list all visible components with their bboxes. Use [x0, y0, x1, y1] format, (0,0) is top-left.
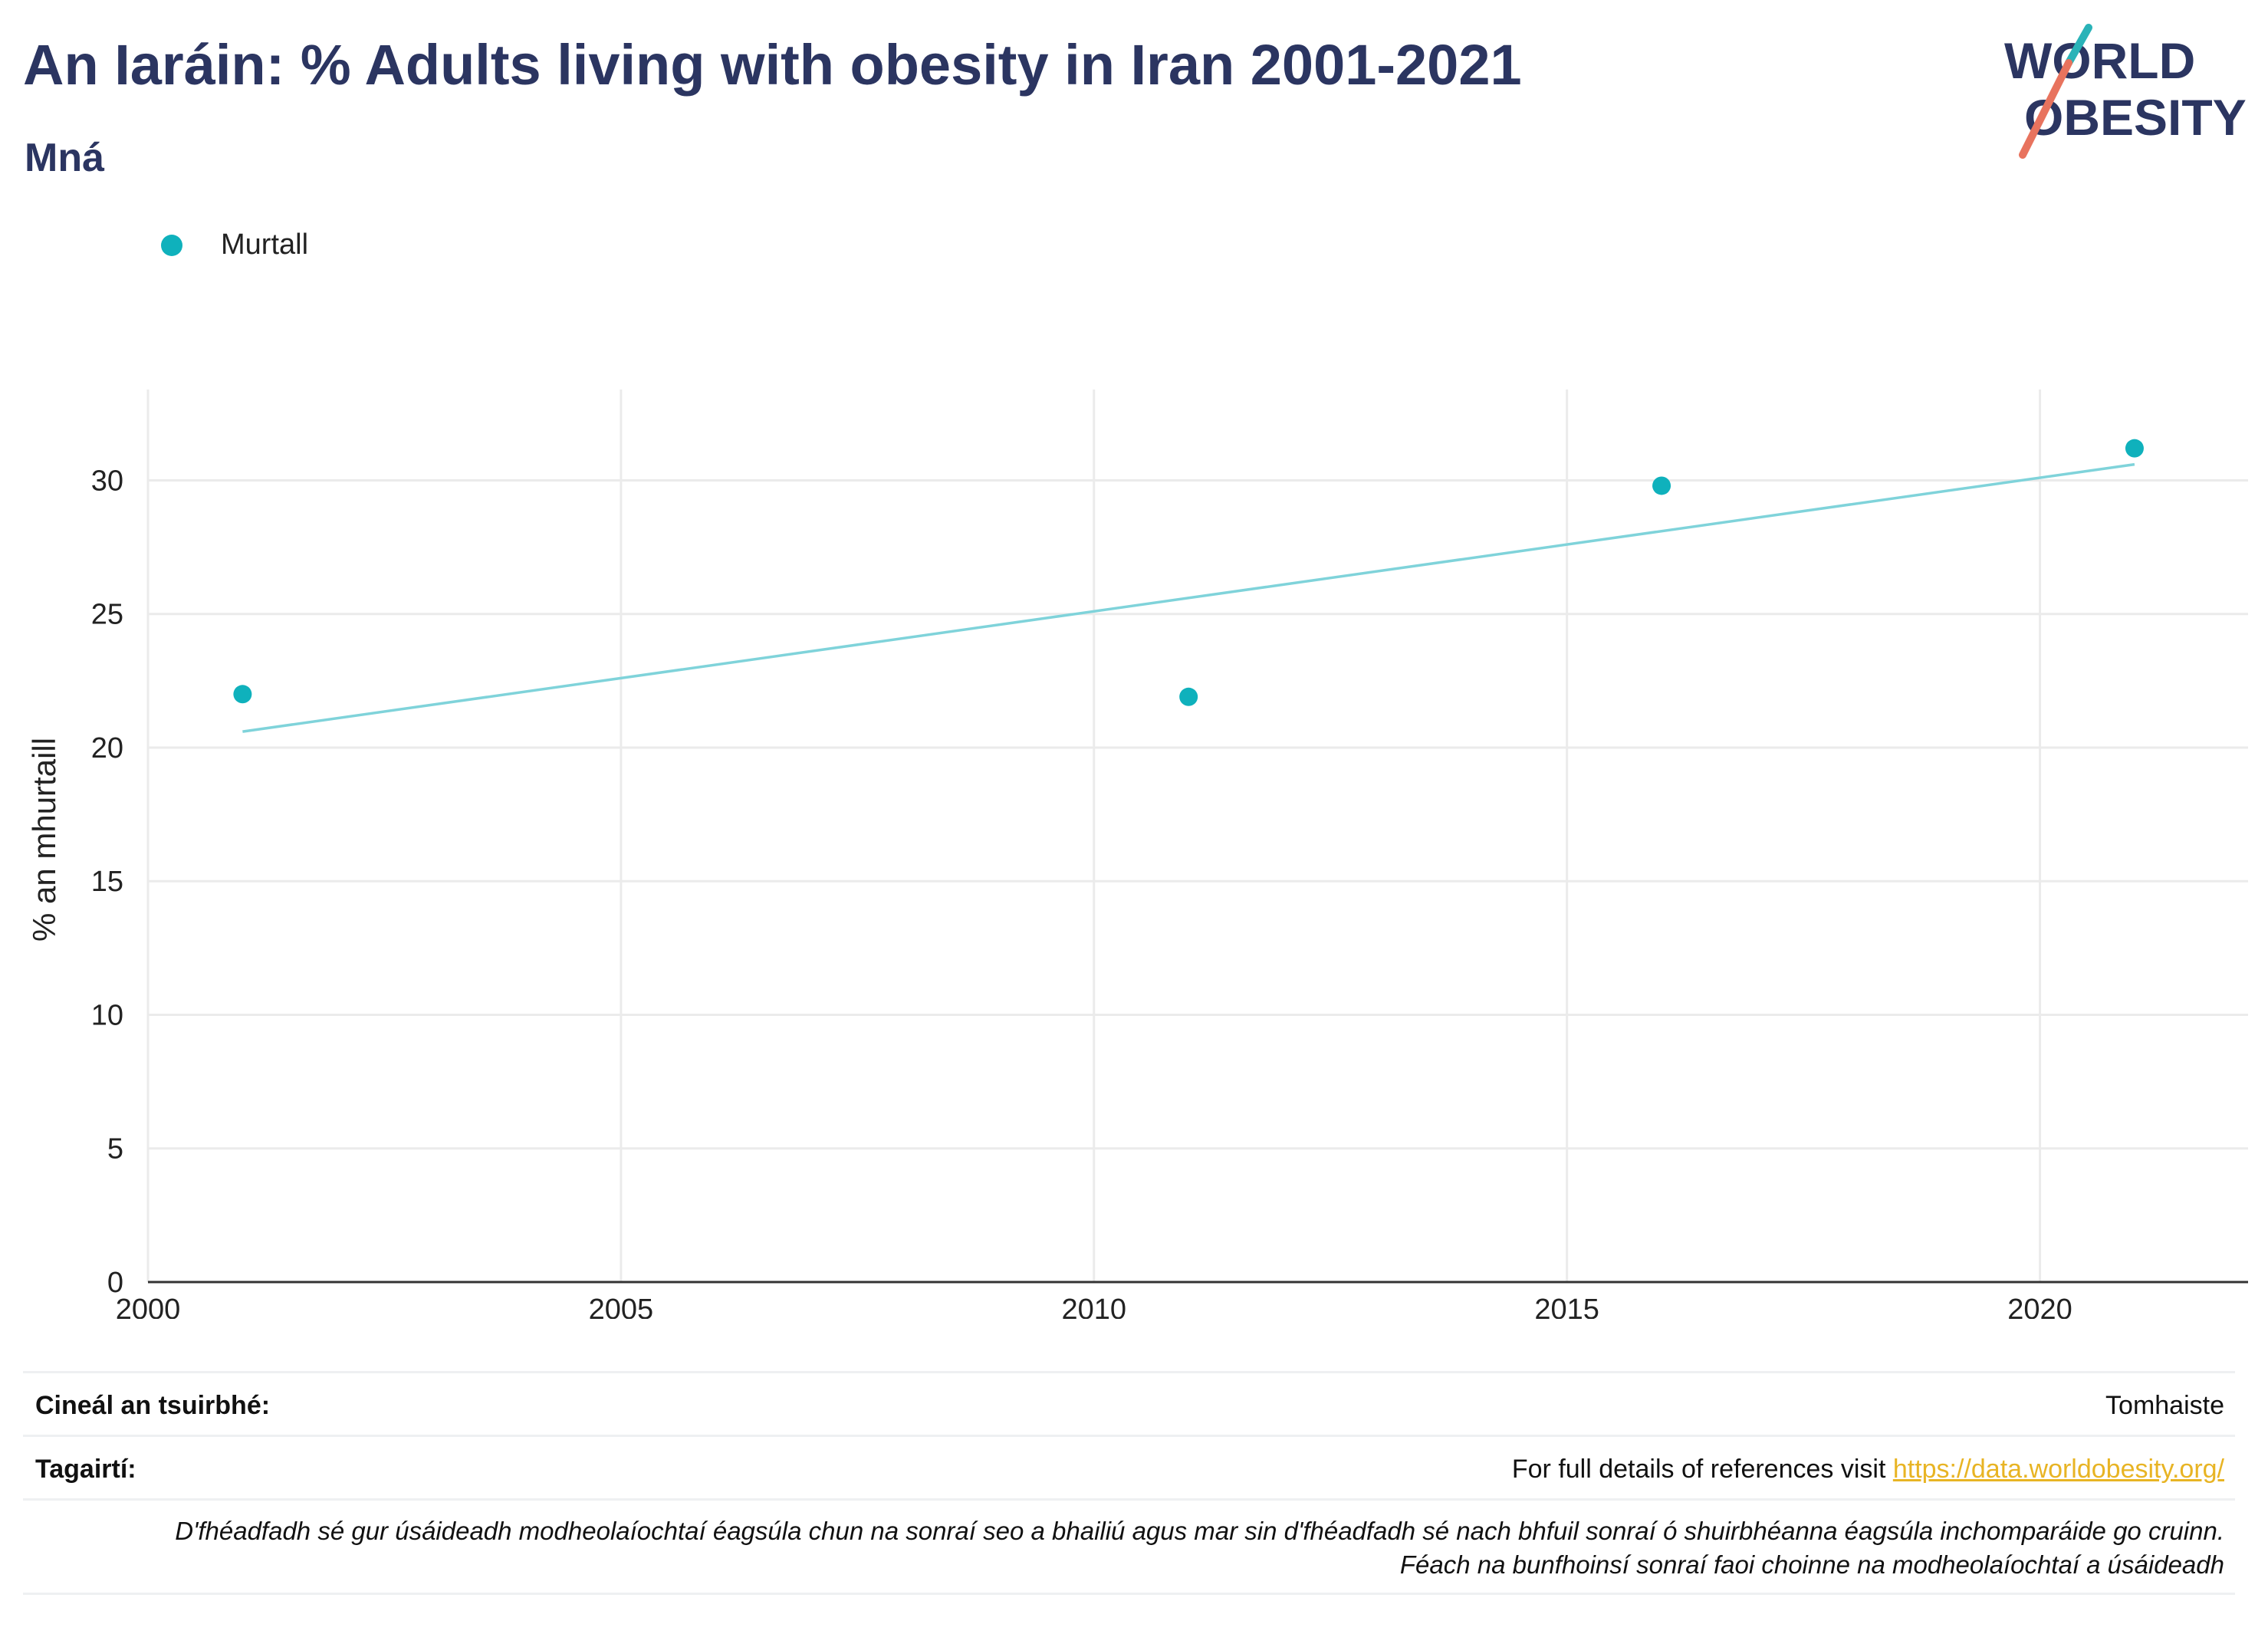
world-obesity-logo: WORLD OBESITY — [2004, 24, 2247, 159]
note-line-1: D'fhéadfadh sé gur úsáideadh modheolaíoc… — [175, 1517, 2224, 1545]
chart-title: An Iaráin: % Adults living with obesity … — [23, 33, 1522, 97]
y-tick-label: 20 — [91, 732, 123, 764]
y-axis-label: % an mhurtaill — [26, 738, 62, 942]
logo-line2: OBESITY — [2024, 89, 2247, 146]
survey-type-label: Cineál an tsuirbhé: — [35, 1391, 271, 1420]
footer-divider-bottom — [23, 1593, 2235, 1595]
legend: Murtall — [161, 228, 308, 261]
x-tick-label: 2005 — [589, 1294, 654, 1319]
y-tick-label: 30 — [91, 465, 123, 497]
x-tick-label: 2015 — [1534, 1294, 1599, 1319]
x-tick-label: 2000 — [116, 1294, 181, 1319]
data-point — [1652, 476, 1671, 495]
survey-type-value: Tomhaiste — [2105, 1391, 2224, 1420]
references-label: Tagairtí: — [35, 1455, 136, 1484]
y-tick-label: 25 — [91, 599, 123, 631]
data-point — [1179, 687, 1198, 706]
y-tick-label: 0 — [107, 1267, 123, 1299]
footer-divider-2 — [23, 1498, 2235, 1501]
methodology-note: D'fhéadfadh sé gur úsáideadh modheolaíoc… — [175, 1514, 2224, 1582]
references-link[interactable]: https://data.worldobesity.org/ — [1892, 1455, 2224, 1484]
y-tick-label: 15 — [91, 866, 123, 898]
legend-marker — [161, 234, 182, 256]
note-line-2: Féach na bunfhoinsí sonraí faoi choinne … — [1399, 1550, 2224, 1579]
data-point — [2125, 439, 2144, 458]
footer-divider-1 — [23, 1435, 2235, 1437]
y-tick-label: 10 — [91, 999, 123, 1031]
x-tick-label: 2020 — [2007, 1294, 2072, 1319]
references-text: For full details of references visit — [1511, 1455, 1893, 1484]
chart-subtitle: Mná — [25, 136, 104, 180]
y-tick-label: 5 — [107, 1133, 123, 1165]
x-tick-label: 2010 — [1062, 1294, 1127, 1319]
legend-label-murtall: Murtall — [221, 228, 309, 261]
references-value: For full details of references visit htt… — [1512, 1455, 2224, 1484]
scatter-chart: 2000 2005 2010 2015 2020 0 5 10 15 20 25 30 % an mhu… — [26, 390, 2248, 1319]
logo-line1: WORLD — [2004, 32, 2195, 89]
trendline — [242, 462, 2135, 733]
footer-divider-top — [23, 1371, 2235, 1373]
data-point — [233, 685, 252, 704]
